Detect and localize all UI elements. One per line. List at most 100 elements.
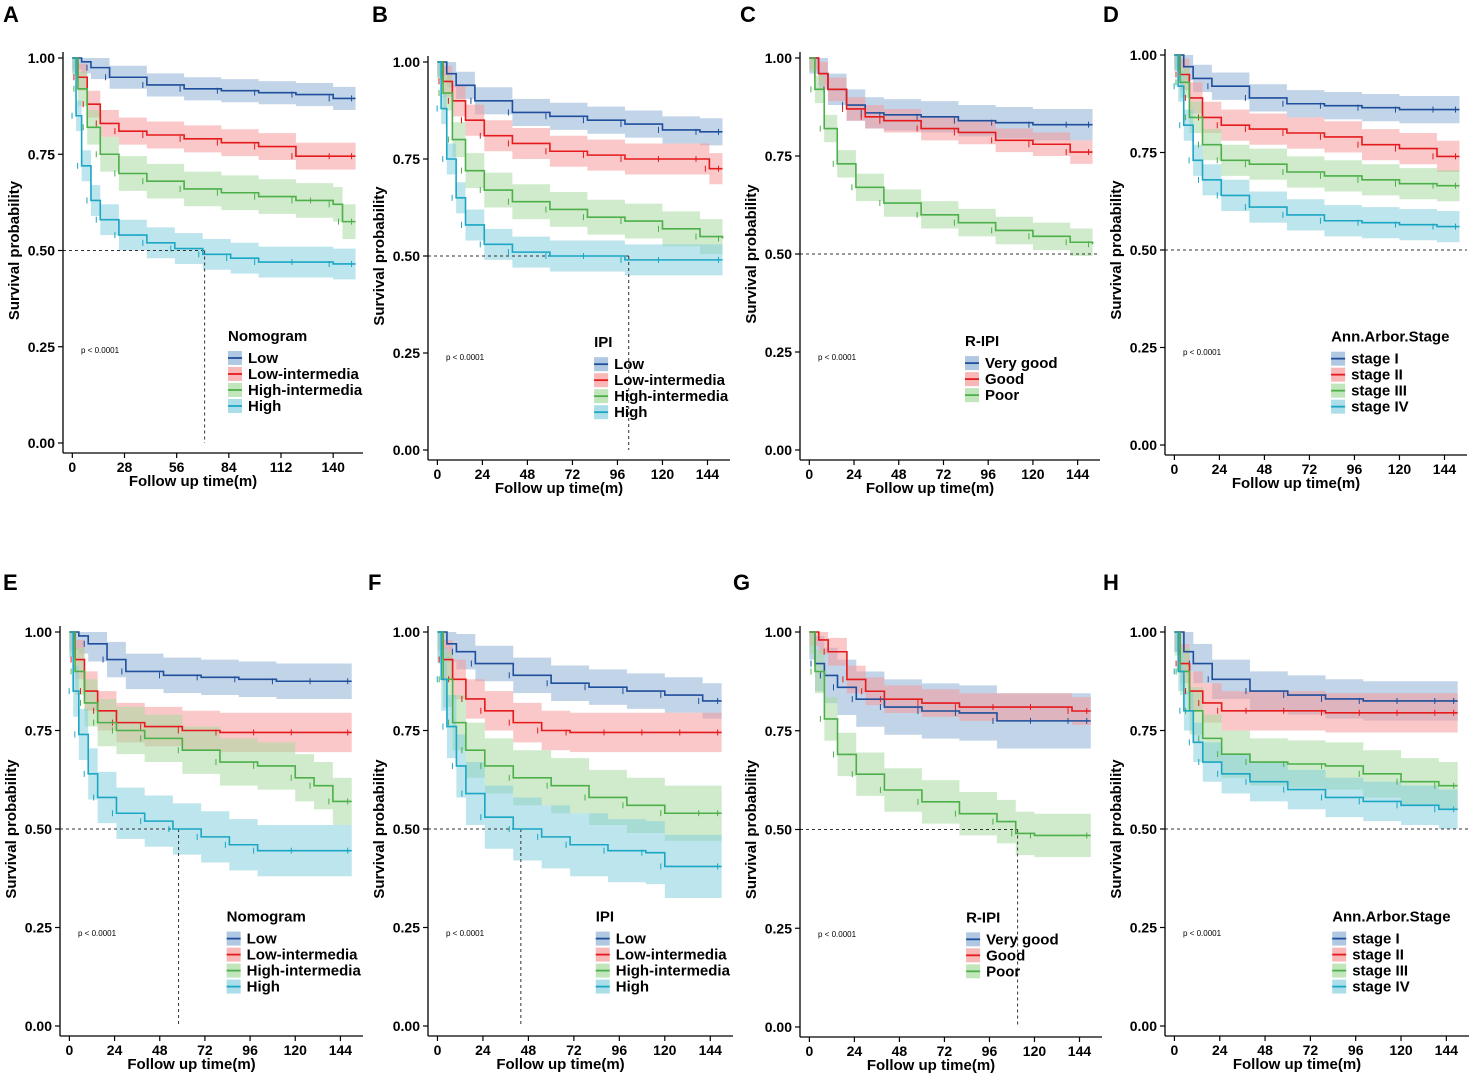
- legend-label: stage IV: [1351, 399, 1409, 416]
- legend-label: High: [616, 979, 649, 996]
- legend-label: stage I: [1352, 931, 1400, 948]
- legend-label: stage I: [1351, 351, 1399, 368]
- y-tick-label: 0.75: [393, 151, 420, 167]
- legend-label: Very good: [986, 931, 1059, 948]
- panel-letter: A: [3, 2, 19, 27]
- x-tick-label: 0: [66, 1042, 74, 1058]
- legend-label: High-intermedia: [247, 963, 362, 980]
- x-tick-label: 96: [1348, 1042, 1364, 1058]
- ci-band: [437, 632, 722, 753]
- x-tick-label: 0: [805, 466, 813, 482]
- y-tick-label: 0.00: [25, 1018, 52, 1034]
- y-axis-title: Survival probability: [371, 759, 388, 899]
- p-value: p < 0.0001: [818, 353, 857, 362]
- x-tick-label: 120: [1023, 1043, 1047, 1059]
- km-curve-low-intermedia: [69, 631, 352, 734]
- x-tick-label: 72: [1302, 461, 1318, 477]
- x-axis-title: Follow up time(m): [1232, 475, 1360, 492]
- x-tick-label: 24: [847, 1043, 863, 1059]
- km-curve-stage-iii: [1174, 631, 1458, 787]
- y-axis-title: Survival probability: [743, 759, 760, 899]
- km-curve-good: [809, 631, 1091, 712]
- km-curve-stage-i: [1174, 631, 1458, 702]
- x-tick-label: 72: [1303, 1042, 1319, 1058]
- legend-label: Low-intermedia: [616, 947, 728, 964]
- km-curve-poor: [809, 57, 1094, 245]
- panel-letter: G: [733, 570, 750, 595]
- y-tick-label: 0.25: [765, 344, 792, 360]
- x-tick-label: 56: [169, 459, 185, 475]
- x-tick-label: 120: [1389, 1042, 1413, 1058]
- x-axis-title: Follow up time(m): [867, 1057, 995, 1074]
- p-value: p < 0.0001: [78, 929, 117, 938]
- km-curve-stage-ii: [1174, 631, 1458, 714]
- km-curve-low: [69, 631, 352, 683]
- panel-letter: E: [3, 570, 18, 595]
- y-tick-label: 0.75: [393, 723, 420, 739]
- km-curve-high: [72, 57, 356, 265]
- km-curve-stage-iv: [1174, 54, 1460, 228]
- x-tick-label: 144: [1435, 1042, 1459, 1058]
- legend-label: Poor: [985, 387, 1019, 404]
- x-tick-label: 144: [1068, 1043, 1092, 1059]
- x-tick-label: 0: [1171, 1042, 1179, 1058]
- p-value: p < 0.0001: [818, 930, 857, 939]
- y-tick-label: 0.75: [25, 723, 52, 739]
- x-tick-label: 96: [982, 1043, 998, 1059]
- y-axis-title: Survival probability: [1108, 180, 1125, 320]
- km-panel-e: E 0.00 0.25 0.50 0.75 1.00 0 24 48 72 96 120 144 Foll…: [3, 570, 363, 1073]
- km-curve-low: [72, 57, 356, 100]
- x-axis-title: Follow up time(m): [1233, 1056, 1361, 1073]
- km-curve-high-intermedia: [72, 57, 356, 223]
- x-tick-label: 120: [653, 1042, 677, 1058]
- x-tick-label: 84: [221, 459, 237, 475]
- km-curve-high: [437, 61, 723, 261]
- legend-label: Poor: [986, 963, 1020, 980]
- y-tick-label: 0.50: [765, 822, 792, 838]
- y-tick-label: 0.75: [765, 148, 792, 164]
- y-tick-label: 0.25: [25, 920, 52, 936]
- legend-label: stage III: [1351, 383, 1407, 400]
- x-tick-label: 96: [1347, 461, 1363, 477]
- x-tick-label: 48: [1257, 1042, 1273, 1058]
- y-tick-label: 0.50: [765, 246, 792, 262]
- km-panel-h: H 0.00 0.25 0.50 0.75 1.00 0 24 48 72 96 120 144 Foll…: [1103, 570, 1469, 1073]
- legend-title: IPI: [596, 909, 614, 926]
- y-tick-label: 0.00: [393, 442, 420, 458]
- x-tick-label: 140: [322, 459, 346, 475]
- y-tick-label: 0.00: [28, 435, 55, 451]
- y-axis-title: Survival probability: [743, 184, 760, 324]
- x-tick-label: 72: [937, 1043, 953, 1059]
- x-tick-label: 144: [699, 1042, 723, 1058]
- legend-title: IPI: [594, 334, 612, 351]
- y-tick-label: 1.00: [1130, 624, 1157, 640]
- y-axis-title: Survival probability: [1108, 759, 1125, 899]
- x-tick-label: 24: [846, 466, 862, 482]
- x-tick-label: 72: [566, 1042, 582, 1058]
- y-tick-label: 1.00: [765, 624, 792, 640]
- y-tick-label: 0.75: [1130, 145, 1157, 161]
- y-tick-label: 1.00: [393, 624, 420, 640]
- y-tick-label: 0.50: [393, 821, 420, 837]
- legend-title: Ann.Arbor.Stage: [1331, 329, 1449, 346]
- ci-band: [1174, 55, 1460, 124]
- x-tick-label: 96: [610, 466, 626, 482]
- legend-label: stage III: [1352, 963, 1408, 980]
- x-tick-label: 72: [936, 466, 952, 482]
- x-tick-label: 120: [284, 1042, 308, 1058]
- y-tick-label: 0.75: [765, 723, 792, 739]
- x-tick-label: 96: [242, 1042, 258, 1058]
- x-tick-label: 72: [197, 1042, 213, 1058]
- ci-band: [809, 58, 1093, 164]
- p-value: p < 0.0001: [446, 353, 485, 362]
- legend-title: R-IPI: [965, 333, 999, 350]
- x-tick-label: 48: [521, 1042, 537, 1058]
- ci-band: [1174, 632, 1458, 733]
- ci-band: [69, 632, 352, 699]
- y-tick-label: 0.75: [1130, 723, 1157, 739]
- x-tick-label: 0: [434, 1042, 442, 1058]
- y-tick-label: 0.50: [25, 821, 52, 837]
- x-tick-label: 0: [1170, 461, 1178, 477]
- p-value: p < 0.0001: [1183, 348, 1222, 357]
